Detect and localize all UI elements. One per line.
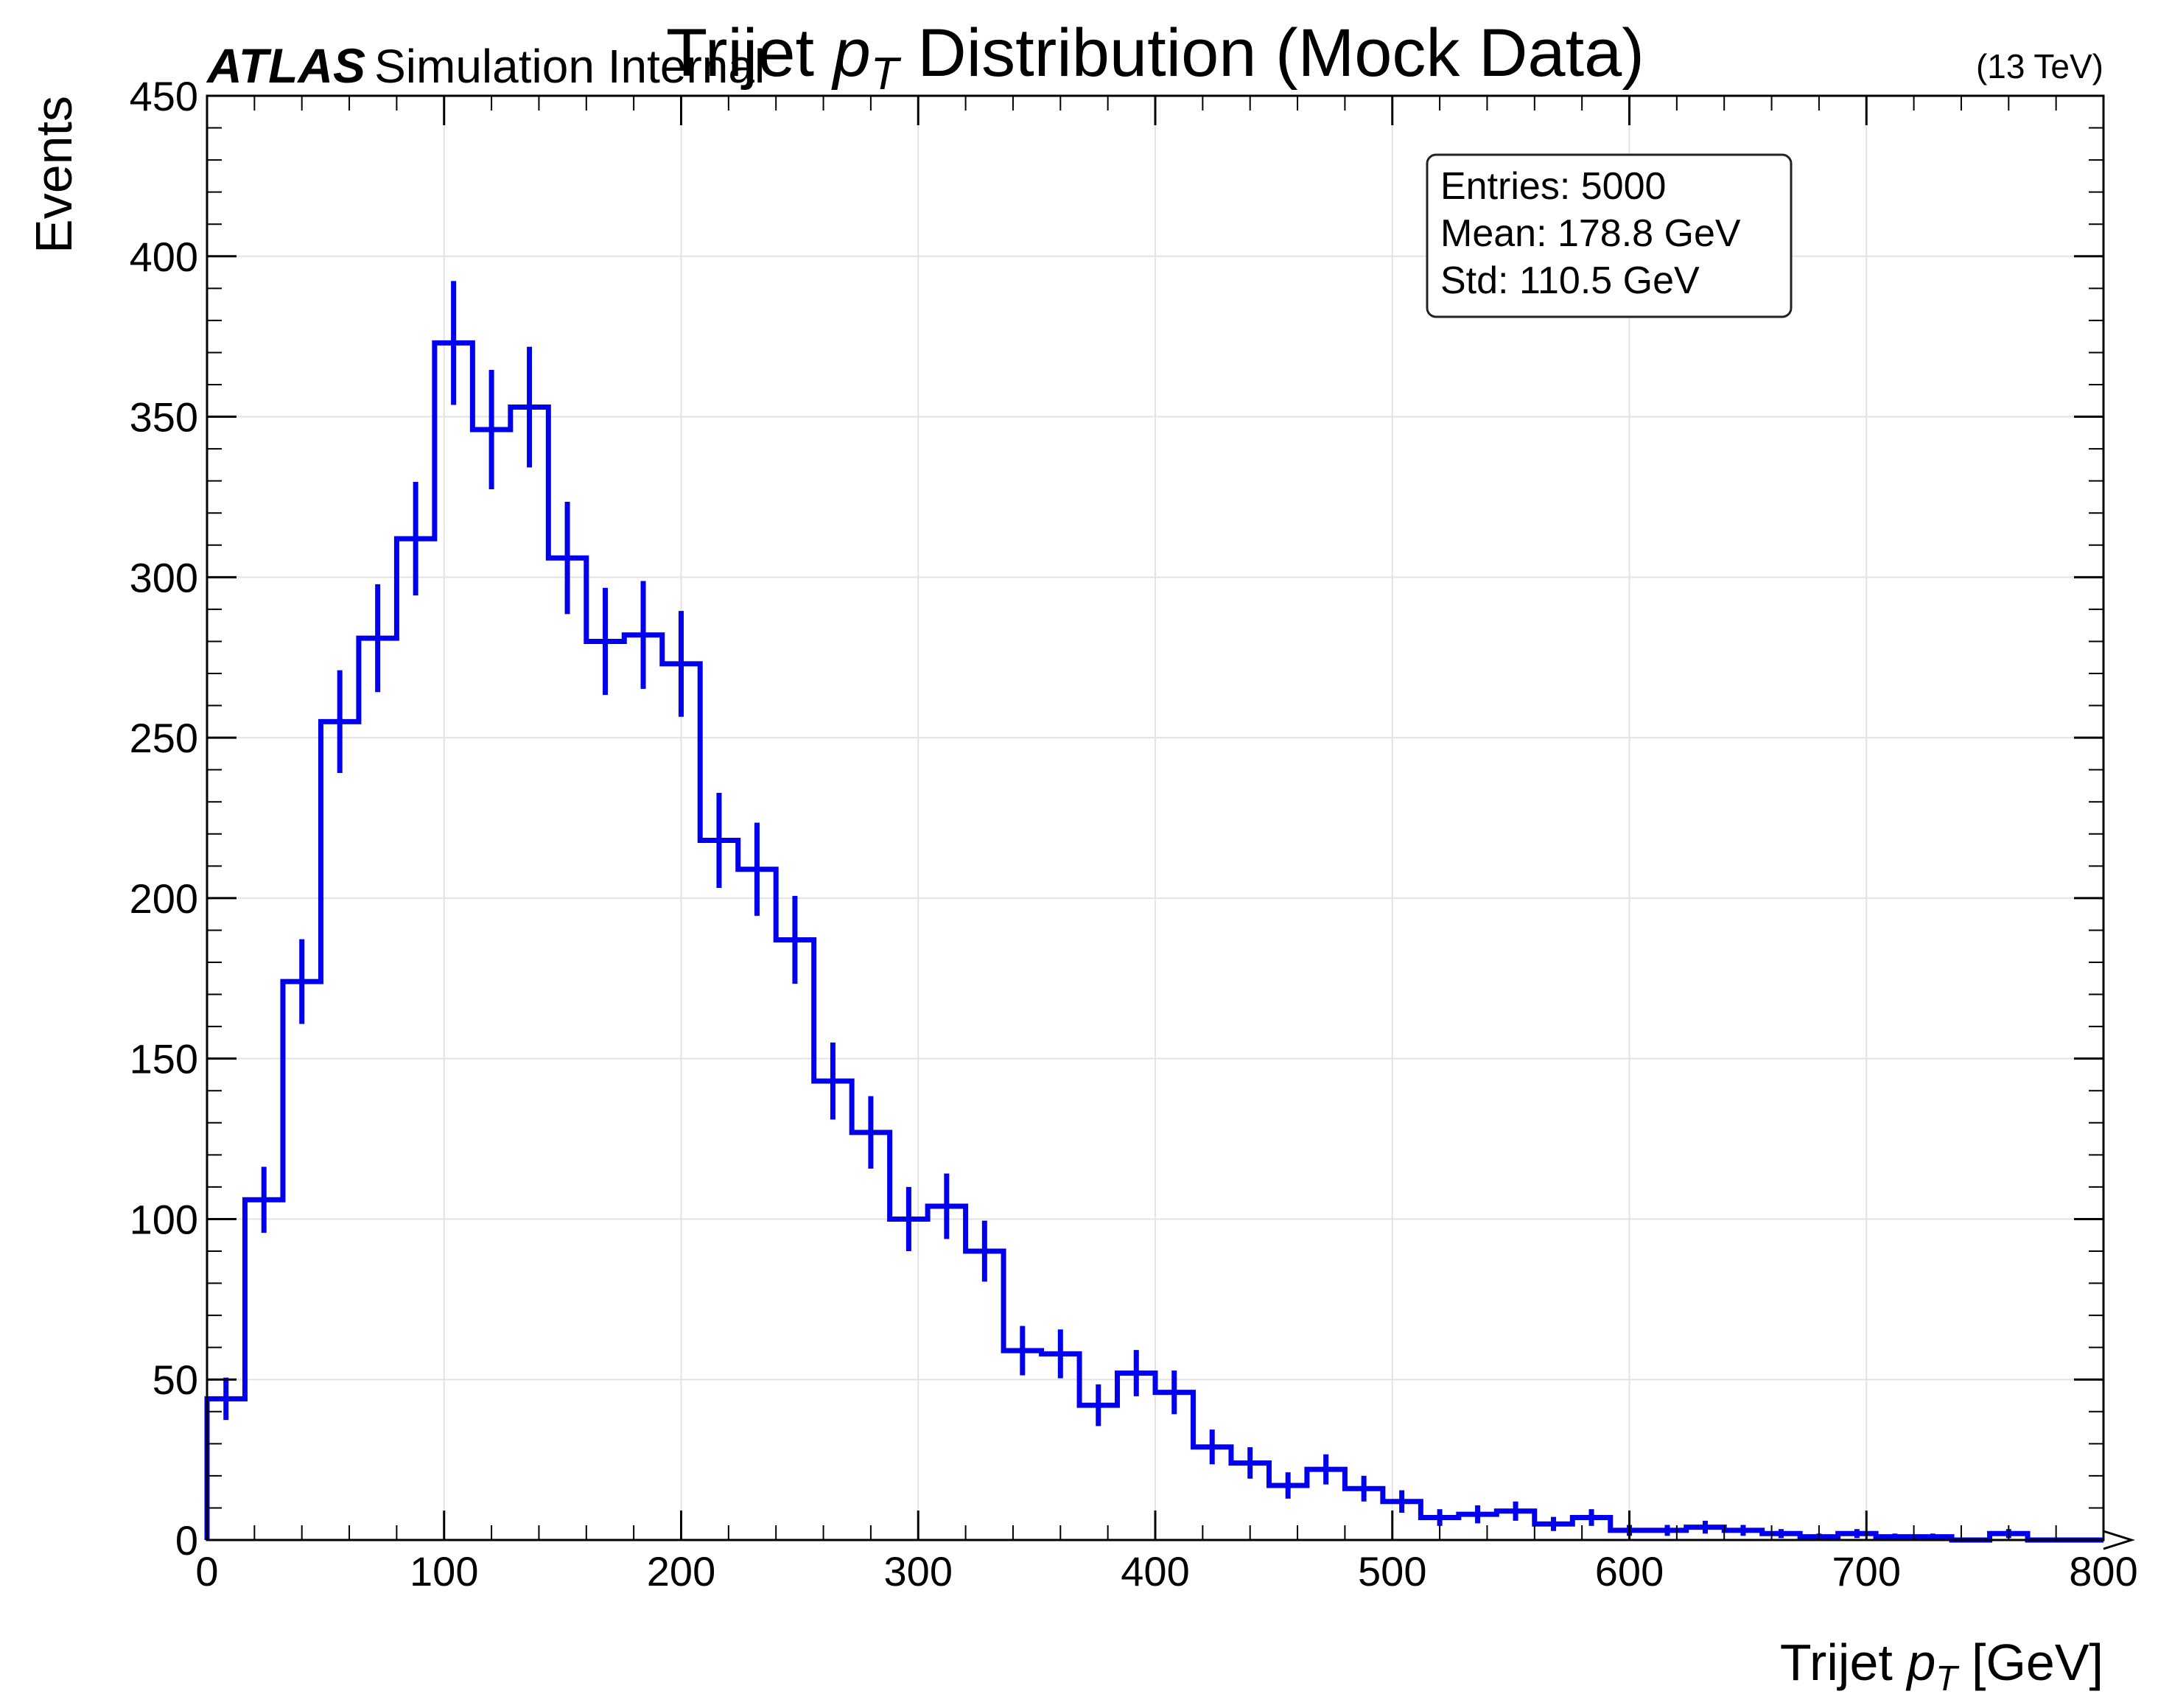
x-axis-title: Trijet pT [GeV] [1780, 1634, 2103, 1698]
axis-ticks [206, 94, 2105, 1541]
y-tick-label: 450 [130, 73, 198, 119]
y-tick-label: 350 [130, 394, 198, 441]
histogram-step-line [204, 340, 2103, 1543]
atlas-label: ATLAS Simulation Internal [206, 38, 765, 93]
x-tick-label: 600 [1595, 1548, 1664, 1595]
stats-box-frame [1426, 153, 1793, 318]
y-tick-labels: 0 50 100 150 200 250 300 350 400 450 [130, 73, 198, 1564]
y-axis-title: Events [25, 96, 83, 253]
x-axis-arrow-icon [2103, 1530, 2135, 1550]
chart-title: Trijet pT Distribution (Mock Data) [666, 15, 1644, 99]
y-tick-label: 0 [175, 1517, 198, 1564]
stats-box: Entries: 5000 Mean: 178.8 GeV Std: 110.5… [1426, 153, 1793, 318]
x-tick-label: 700 [1832, 1548, 1901, 1595]
x-tick-label: 0 [195, 1548, 218, 1595]
y-tick-label: 300 [130, 554, 198, 601]
x-tick-label: 100 [410, 1548, 478, 1595]
x-tick-label: 800 [2069, 1548, 2137, 1595]
y-tick-label: 200 [130, 875, 198, 922]
y-tick-label: 50 [153, 1357, 198, 1403]
x-tick-label: 400 [1121, 1548, 1189, 1595]
y-tick-label: 150 [130, 1036, 198, 1082]
error-bars [223, 281, 2011, 1540]
x-tick-labels: 0 100 200 300 400 500 600 700 800 [195, 1548, 2137, 1595]
x-tick-label: 500 [1358, 1548, 1426, 1595]
y-tick-label: 100 [130, 1196, 198, 1242]
stats-std: Std: 110.5 GeV [1440, 259, 1700, 302]
y-tick-label: 250 [130, 715, 198, 761]
stats-mean: Mean: 178.8 GeV [1440, 212, 1741, 255]
stats-entries: Entries: 5000 [1440, 165, 1666, 208]
y-tick-label: 400 [130, 234, 198, 280]
x-tick-label: 300 [884, 1548, 953, 1595]
x-tick-label: 200 [647, 1548, 715, 1595]
energy-label: (13 TeV) [1976, 47, 2103, 85]
